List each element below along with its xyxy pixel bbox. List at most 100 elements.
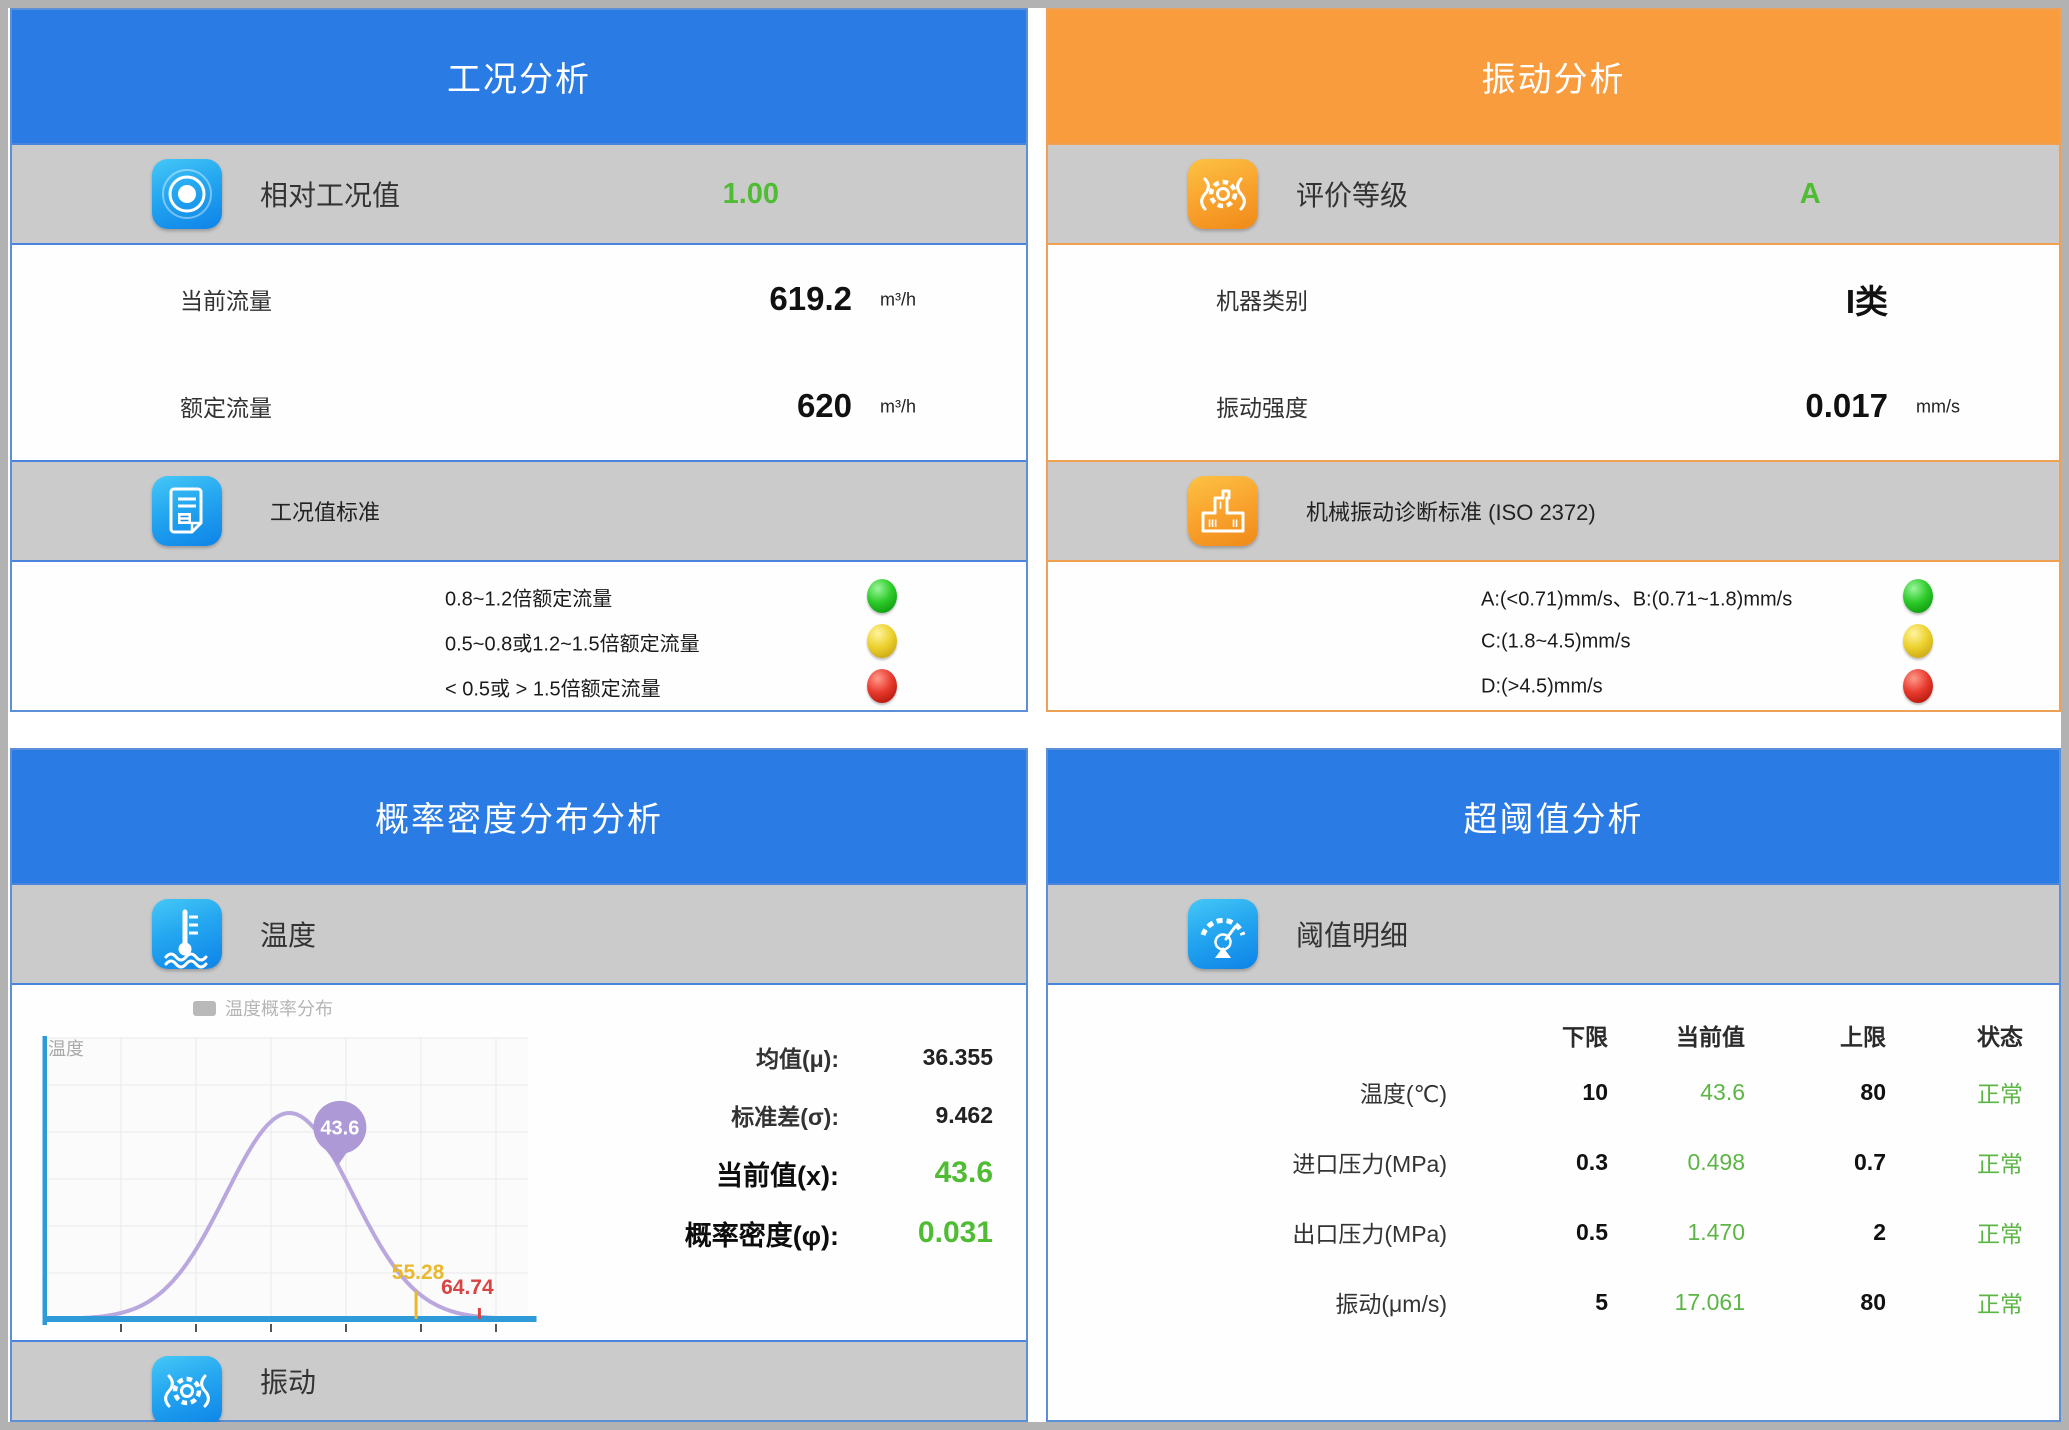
row-current: 17.061 xyxy=(1674,1288,1745,1315)
row-label: 温度(℃) xyxy=(1359,1081,1447,1107)
row-low: 10 xyxy=(1582,1078,1608,1105)
svg-text:III: III xyxy=(1208,518,1217,530)
vibration-standard-row: III II I 机械振动诊断标准 (ISO 2372) xyxy=(1048,460,2059,560)
dashboard-canvas: 工况分析 相对工况值 1.00 当前流量 619.2 m³/h 额定流量 620 xyxy=(8,8,2061,1422)
metric-row-rated-flow: 额定流量 620 m³/h xyxy=(12,353,1026,461)
table-row-outlet-pressure: 出口压力(MPa) 0.5 1.470 2 正常 xyxy=(1048,1197,2059,1267)
vibration-feature-row: 评价等级 A xyxy=(1048,143,2059,243)
red-light-icon xyxy=(867,669,897,703)
yellow-light-icon xyxy=(1903,624,1933,658)
stat-value: 36.355 xyxy=(922,1043,993,1070)
vibration-section-row: 振动 xyxy=(12,1340,1026,1422)
criteria-text: A:(<0.71)mm/s、B:(0.71~1.8)mm/s xyxy=(1481,588,1793,610)
stat-value: 9.462 xyxy=(935,1101,993,1128)
threshold-feature-row: 阈值明细 xyxy=(1048,883,2059,983)
condition-feature-row: 相对工况值 1.00 xyxy=(12,143,1026,243)
condition-criteria: 0.8~1.2倍额定流量 0.5~0.8或1.2~1.5倍额定流量 < 0.5或… xyxy=(12,560,1026,710)
col-header-status: 状态 xyxy=(1977,1024,2023,1050)
threshold-table-header: 下限 当前值 上限 状态 xyxy=(1048,1013,2059,1057)
metric-label: 额定流量 xyxy=(180,395,272,422)
metric-row-current-flow: 当前流量 619.2 m³/h xyxy=(12,245,1026,353)
vibration-metrics: 机器类别 I类 振动强度 0.017 mm/s xyxy=(1048,243,2059,460)
criteria-text: 0.8~1.2倍额定流量 xyxy=(445,588,613,610)
table-row-inlet-pressure: 进口压力(MPa) 0.3 0.498 0.7 正常 xyxy=(1048,1127,2059,1197)
vibration-gear-icon xyxy=(152,1356,222,1422)
row-high: 0.7 xyxy=(1854,1148,1886,1175)
condition-standard-row: 工况值标准 xyxy=(12,460,1026,560)
stat-row-density: 概率密度(φ): 0.031 xyxy=(510,1213,993,1253)
stat-row-current: 当前值(x): 43.6 xyxy=(510,1153,993,1193)
stat-label: 均值(μ): xyxy=(755,1046,839,1072)
panel-threshold-analysis: 超阈值分析 阈值明细 下限 当前值 上限 状态 温度(℃) xyxy=(1046,748,2061,1422)
row-high: 2 xyxy=(1873,1218,1886,1245)
criteria-row: D:(>4.5)mm/s xyxy=(1048,664,2059,709)
svg-text:I: I xyxy=(1219,500,1222,512)
row-label: 振动(μm/s) xyxy=(1335,1291,1447,1317)
row-current: 1.470 xyxy=(1687,1218,1745,1245)
metric-unit: m³/h xyxy=(880,289,916,310)
criteria-row: 0.5~0.8或1.2~1.5倍额定流量 xyxy=(12,619,1026,664)
metric-label: 振动强度 xyxy=(1216,395,1308,422)
col-header-high: 上限 xyxy=(1840,1024,1886,1050)
temperature-section-label: 温度 xyxy=(260,920,317,951)
metric-unit: mm/s xyxy=(1916,396,1960,417)
col-header-low: 下限 xyxy=(1562,1024,1608,1050)
chart-y-axis-label: 温度 xyxy=(48,1039,84,1059)
criteria-row: < 0.5或 > 1.5倍额定流量 xyxy=(12,664,1026,709)
row-high: 80 xyxy=(1860,1078,1886,1105)
row-low: 0.5 xyxy=(1576,1218,1608,1245)
vibration-gear-icon xyxy=(1188,159,1258,229)
metric-value: I类 xyxy=(1845,282,1888,320)
panel-condition-title: 工况分析 xyxy=(12,10,1026,143)
machine-standard-icon: III II I xyxy=(1188,476,1258,546)
row-current: 0.498 xyxy=(1687,1148,1745,1175)
criteria-row: A:(<0.71)mm/s、B:(0.71~1.8)mm/s xyxy=(1048,574,2059,619)
threshold-feature-label: 阈值明细 xyxy=(1296,920,1409,951)
table-row-temperature: 温度(℃) 10 43.6 80 正常 xyxy=(1048,1057,2059,1127)
target-icon xyxy=(152,159,222,229)
green-light-icon xyxy=(867,579,897,613)
status-badge: 正常 xyxy=(1977,1291,2023,1317)
stat-value: 0.031 xyxy=(917,1216,993,1249)
row-low: 0.3 xyxy=(1576,1148,1608,1175)
stat-row-mean: 均值(μ): 36.355 xyxy=(510,1037,993,1077)
condition-feature-label: 相对工况值 xyxy=(260,180,401,211)
vibration-section-label: 振动 xyxy=(260,1367,317,1398)
status-badge: 正常 xyxy=(1977,1081,2023,1107)
vibration-criteria: A:(<0.71)mm/s、B:(0.71~1.8)mm/s C:(1.8~4.… xyxy=(1048,560,2059,710)
metric-row-machine-class: 机器类别 I类 xyxy=(1048,245,2059,353)
metric-value: 619.2 xyxy=(769,279,852,317)
status-badge: 正常 xyxy=(1977,1221,2023,1247)
vibration-feature-label: 评价等级 xyxy=(1296,180,1409,211)
condition-feature-value: 1.00 xyxy=(722,177,780,210)
green-light-icon xyxy=(1903,579,1933,613)
condition-standard-label: 工况值标准 xyxy=(270,500,381,525)
stat-value: 43.6 xyxy=(934,1156,993,1189)
panel-threshold-title: 超阈值分析 xyxy=(1048,750,2059,883)
row-current: 43.6 xyxy=(1700,1078,1745,1105)
svg-text:55.28: 55.28 xyxy=(392,1261,445,1284)
criteria-text: D:(>4.5)mm/s xyxy=(1481,675,1603,697)
stat-row-std: 标准差(σ): 9.462 xyxy=(510,1095,993,1135)
red-light-icon xyxy=(1903,669,1933,703)
criteria-row: 0.8~1.2倍额定流量 xyxy=(12,574,1026,619)
panel-vibration-title: 振动分析 xyxy=(1048,10,2059,143)
metric-label: 机器类别 xyxy=(1216,287,1308,314)
panel-probability-density: 概率密度分布分析 温度 温度概率分布 温度 43. xyxy=(10,748,1028,1422)
stat-label: 标准差(σ): xyxy=(731,1104,839,1130)
threshold-table: 下限 当前值 上限 状态 温度(℃) 10 43.6 80 正常 进口压力(MP… xyxy=(1048,983,2059,1420)
panel-vibration-analysis: 振动分析 评价等级 A 机器类别 I类 振动强度 0.017 xyxy=(1046,8,2061,712)
panel-condition-analysis: 工况分析 相对工况值 1.00 当前流量 619.2 m³/h 额定流量 620 xyxy=(10,8,1028,712)
temperature-section-row: 温度 xyxy=(12,883,1026,983)
chart-legend[interactable]: 温度概率分布 xyxy=(193,995,333,1021)
document-icon xyxy=(152,476,222,546)
row-low: 5 xyxy=(1595,1288,1608,1315)
svg-text:64.74: 64.74 xyxy=(441,1276,494,1299)
status-badge: 正常 xyxy=(1977,1151,2023,1177)
criteria-row: C:(1.8~4.5)mm/s xyxy=(1048,619,2059,664)
metric-value: 620 xyxy=(796,387,852,425)
yellow-light-icon xyxy=(867,624,897,658)
row-label: 进口压力(MPa) xyxy=(1292,1151,1447,1177)
metric-value: 0.017 xyxy=(1805,387,1888,425)
